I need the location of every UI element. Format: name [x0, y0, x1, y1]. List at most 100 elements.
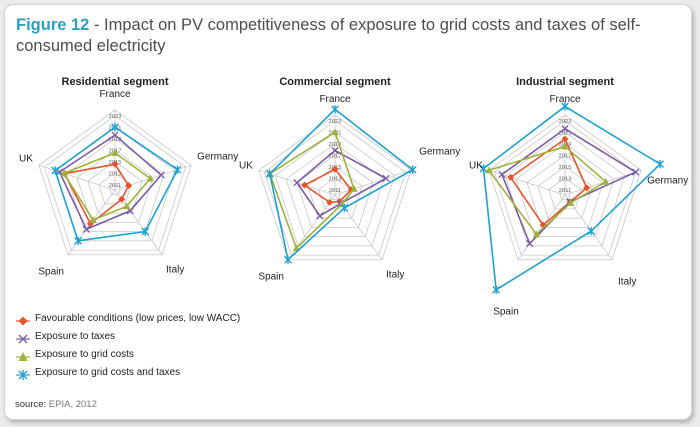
chart-title: Commercial segment: [279, 76, 391, 88]
ring-label: 2023: [109, 114, 122, 120]
radar-charts: Residential segment 2011 2013 2015 2017 2019 2…: [19, 76, 688, 318]
legend-label-favourable: Favourable conditions (low prices, low W…: [35, 313, 241, 324]
point-taxes: [631, 168, 640, 176]
point-favourable: [507, 173, 515, 181]
web-ring: [488, 114, 642, 261]
point-taxes: [331, 146, 339, 155]
figure-frame: Figure 12 - Impact on PV competitiveness…: [4, 4, 692, 420]
point-favourable: [331, 165, 339, 173]
point-grid-taxes: [479, 164, 488, 173]
web-ring: [263, 120, 407, 256]
web-ring: [65, 138, 165, 233]
series-line-taxes: [296, 149, 387, 217]
web-ring: [38, 109, 192, 256]
axis-label: Spain: [493, 307, 519, 318]
point-grid: [532, 230, 541, 238]
ring-label: 2013: [109, 171, 122, 177]
ring-label: 2013: [329, 176, 342, 182]
figure-label: Figure 12: [16, 16, 90, 34]
ring-label: 2017: [559, 154, 572, 160]
web-ring: [274, 131, 396, 247]
series-line-favourable: [509, 138, 588, 226]
series-line-grid-taxes: [268, 108, 414, 261]
axis-label: Spain: [258, 272, 284, 283]
axis-label: Germany: [419, 146, 460, 157]
point-grid-taxes: [111, 122, 119, 132]
point-taxes: [561, 125, 569, 133]
ring-label: 2011: [559, 188, 571, 194]
point-grid-taxes: [331, 105, 339, 114]
series-line-grid: [63, 152, 152, 221]
series-line-grid-taxes: [54, 126, 179, 242]
figure-title-text: - Impact on PV competitiveness of exposu…: [16, 16, 641, 55]
series-line-grid-taxes: [482, 105, 661, 291]
point-taxes: [316, 212, 324, 220]
chart-title: Residential segment: [62, 76, 169, 88]
point-grid-taxes: [408, 165, 417, 174]
point-taxes: [526, 239, 534, 248]
figure-title: Figure 12 - Impact on PV competitiveness…: [16, 15, 656, 57]
point-grid: [338, 200, 346, 208]
point-grid: [561, 142, 569, 150]
point-taxes: [157, 171, 165, 179]
axis-label: Italy: [386, 270, 404, 281]
point-grid-taxes: [51, 166, 60, 175]
axis-label: UK: [19, 153, 33, 164]
source-note: source: EPIA, 2012: [15, 399, 97, 410]
ring-label: 2015: [559, 165, 572, 171]
point-grid-taxes: [284, 255, 292, 264]
point-grid-taxes: [340, 203, 349, 213]
point-favourable: [583, 184, 591, 192]
point-taxes: [82, 225, 91, 233]
series-line-grid: [488, 145, 607, 236]
ring-label: 2011: [109, 183, 121, 189]
web-spoke: [334, 169, 412, 196]
point-taxes: [111, 131, 119, 139]
series-line-favourable: [303, 168, 353, 204]
point-taxes: [498, 170, 506, 179]
point-taxes: [293, 178, 301, 187]
point-grid-taxes: [656, 159, 665, 169]
point-grid: [89, 216, 97, 224]
ring-label: 2013: [559, 176, 572, 182]
point-grid: [602, 177, 610, 185]
axis-label: France: [99, 89, 131, 100]
legend-triangle-icon: [16, 352, 30, 361]
web-ring: [258, 114, 412, 261]
point-favourable: [326, 198, 334, 206]
axis-label: UK: [469, 160, 483, 171]
axis-label: France: [319, 94, 351, 105]
legend-label-grid-taxes: Exposure to grid costs and taxes: [35, 367, 181, 378]
point-grid: [350, 185, 358, 192]
axis-label: Spain: [38, 267, 64, 278]
point-grid: [111, 149, 119, 156]
web-spoke: [38, 164, 116, 191]
web-spoke: [517, 194, 566, 260]
point-grid: [60, 169, 68, 177]
web-ring: [493, 120, 637, 256]
point-grid: [146, 174, 154, 182]
ring-label: 2019: [109, 137, 122, 143]
point-grid-taxes: [561, 102, 569, 111]
web-ring: [515, 143, 615, 238]
point-grid-taxes: [74, 236, 82, 246]
axis-label: Germany: [197, 151, 238, 162]
point-grid-taxes: [587, 226, 596, 236]
point-grid-taxes: [492, 285, 501, 294]
series-line-favourable: [63, 163, 130, 225]
source-value: EPIA, 2012: [48, 399, 97, 410]
axis-label: Italy: [618, 277, 636, 288]
web-ring: [526, 154, 604, 228]
web-ring: [318, 177, 352, 210]
legend-x-icon: [16, 334, 30, 344]
point-favourable: [111, 160, 119, 168]
point-taxes: [382, 174, 390, 183]
web-ring: [559, 188, 571, 201]
web-ring: [43, 115, 187, 251]
series-line-taxes: [58, 134, 162, 231]
axis-label: France: [549, 94, 581, 105]
point-grid-taxes: [265, 169, 274, 179]
point-grid: [123, 202, 131, 210]
legend-label-grid: Exposure to grid costs: [35, 349, 134, 360]
axis-label: UK: [239, 160, 253, 171]
